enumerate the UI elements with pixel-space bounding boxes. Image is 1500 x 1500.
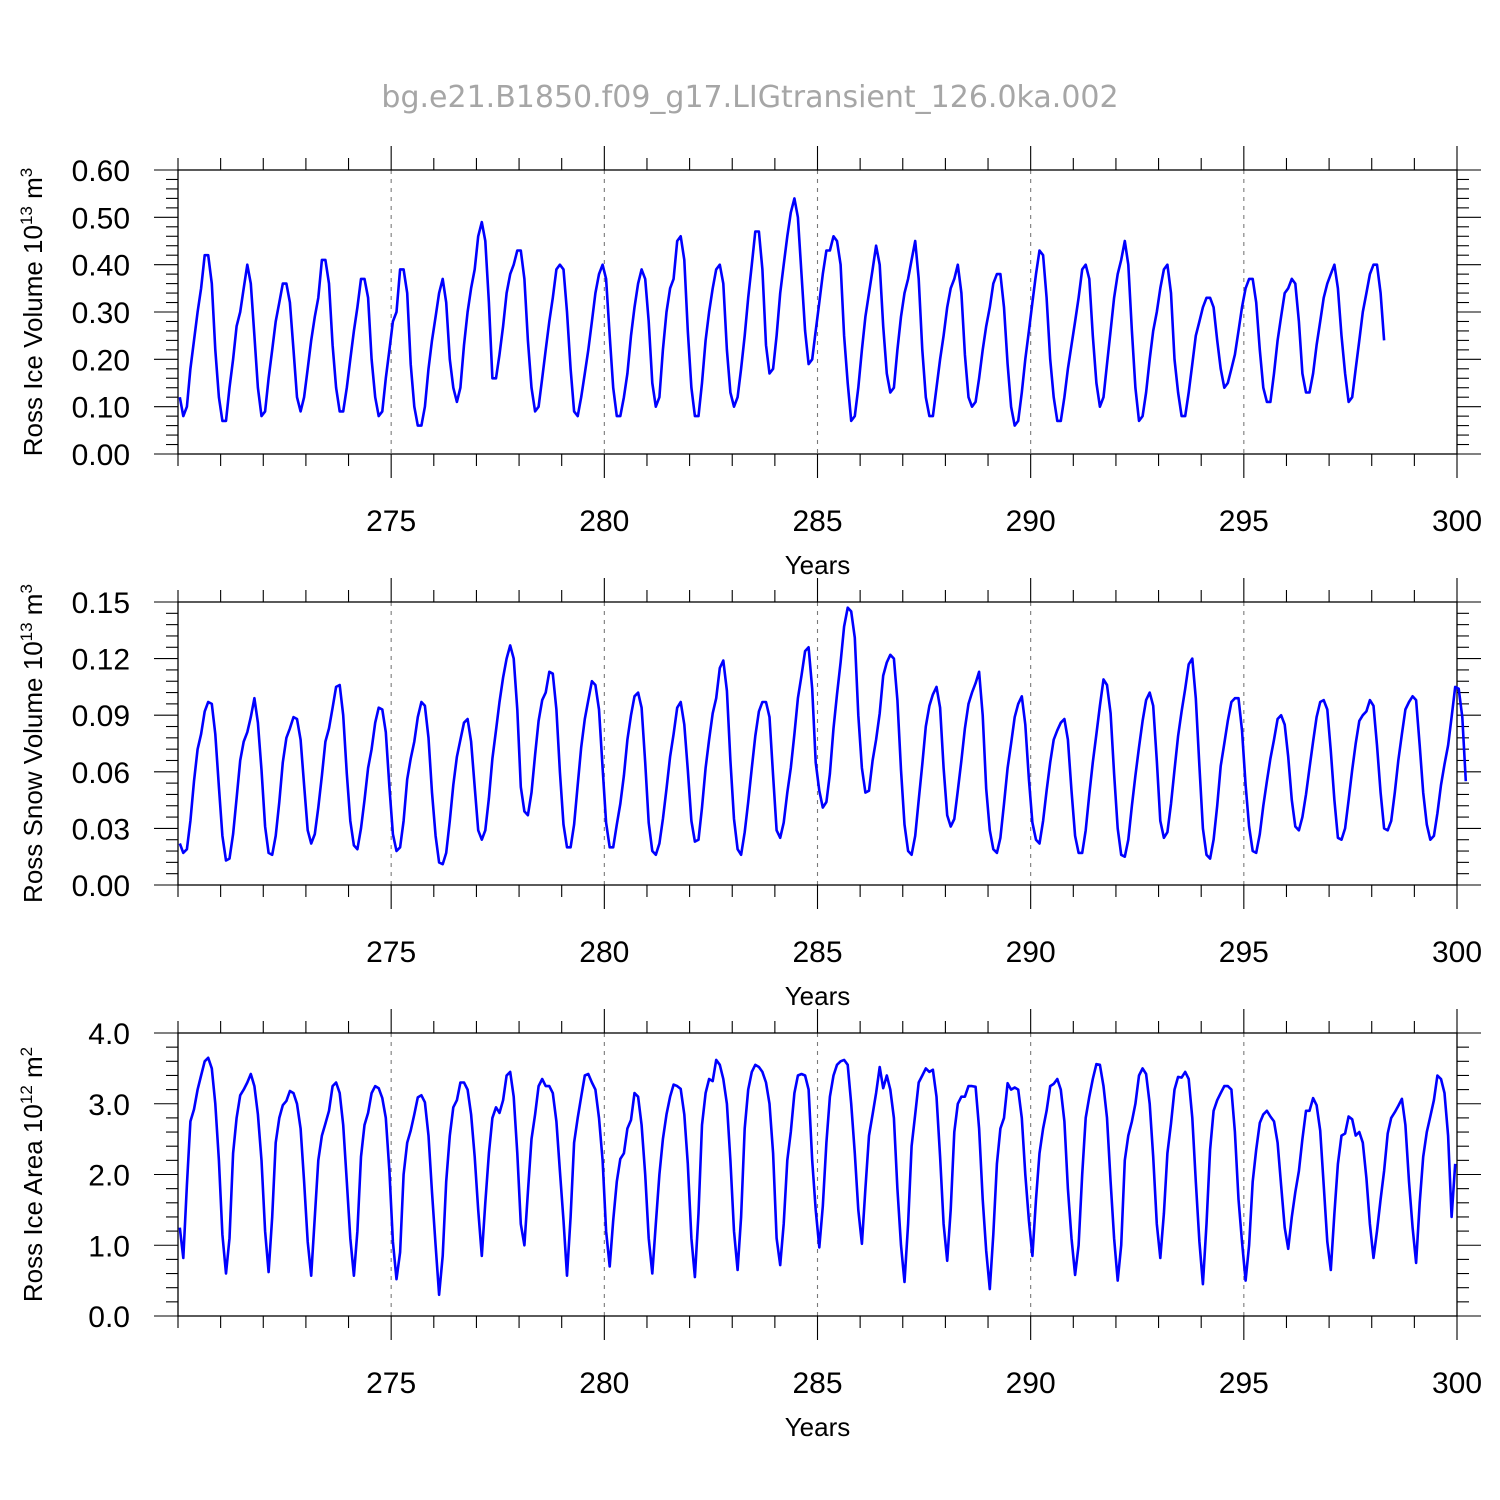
x-tick-label: 290	[1006, 936, 1056, 969]
y-tick-label: 0.15	[72, 587, 130, 620]
y-tick-label: 0.0	[88, 1301, 130, 1334]
y-tick-label: 4.0	[88, 1018, 130, 1051]
x-tick-label: 300	[1432, 936, 1482, 969]
data-series-line	[178, 606, 1468, 866]
ross-ice-volume-panel: 0.00 0.10 0.20 0.30 0.40 0.50 0.60 275 280 285 290…	[17, 146, 1482, 580]
x-tick-label: 295	[1219, 505, 1269, 538]
x-tick-label: 280	[579, 505, 629, 538]
y-tick-label: 3.0	[88, 1089, 130, 1122]
y-tick-label: 0.30	[72, 297, 130, 330]
x-tick-label: 275	[366, 1367, 416, 1400]
x-axis-label: Years	[785, 1412, 851, 1442]
plot-frame	[177, 1032, 1458, 1317]
y-tick-label: 0.00	[72, 439, 130, 472]
x-tick-label: 290	[1006, 1367, 1056, 1400]
y-tick-label: 0.03	[72, 813, 130, 846]
x-tick-label: 280	[579, 1367, 629, 1400]
y-tick-label: 0.10	[72, 392, 130, 425]
x-tick-label: 295	[1219, 1367, 1269, 1400]
x-tick-label: 275	[366, 505, 416, 538]
y-tick-label: 0.50	[72, 202, 130, 235]
x-tick-label: 295	[1219, 936, 1269, 969]
x-tick-label: 300	[1432, 1367, 1482, 1400]
x-axis-label: Years	[785, 981, 851, 1011]
y-tick-label: 1.0	[88, 1230, 130, 1263]
figure-title: bg.e21.B1850.f09_g17.LIGtransient_126.0k…	[381, 80, 1118, 115]
ross-snow-volume-panel: 0.00 0.03 0.06 0.09 0.12 0.15 275 280 285 290 295 3…	[17, 578, 1482, 1011]
x-tick-label: 300	[1432, 505, 1482, 538]
y-tick-label: 0.20	[72, 344, 130, 377]
ross-ice-volume-axis-label: Ross Ice Volume 1013 m3	[17, 168, 48, 457]
x-axis-label: Years	[785, 550, 851, 580]
plot-frame	[177, 601, 1458, 886]
x-tick-label: 285	[792, 1367, 842, 1400]
data-series-line	[178, 197, 1386, 427]
x-tick-label: 280	[579, 936, 629, 969]
ross-ice-area-axis-label: Ross Ice Area 1012 m2	[17, 1047, 48, 1302]
y-tick-label: 2.0	[88, 1160, 130, 1193]
y-tick-label: 0.40	[72, 250, 130, 283]
x-tick-label: 290	[1006, 505, 1056, 538]
data-series-line	[178, 1056, 1457, 1297]
y-tick-label: 0.00	[72, 870, 130, 903]
y-tick-label: 0.09	[72, 700, 130, 733]
y-tick-label: 0.06	[72, 757, 130, 790]
ross-snow-volume-axis-label: Ross Snow Volume 1013 m3	[17, 584, 48, 903]
x-tick-label: 285	[792, 936, 842, 969]
ross-ice-area-panel: 0.0 1.0 2.0 3.0 4.0 275 280 285 290 295 300 Years Ro…	[17, 1009, 1482, 1442]
y-tick-label: 0.12	[72, 644, 130, 677]
y-tick-label: 0.60	[72, 155, 130, 188]
x-tick-label: 285	[792, 505, 842, 538]
x-tick-label: 275	[366, 936, 416, 969]
